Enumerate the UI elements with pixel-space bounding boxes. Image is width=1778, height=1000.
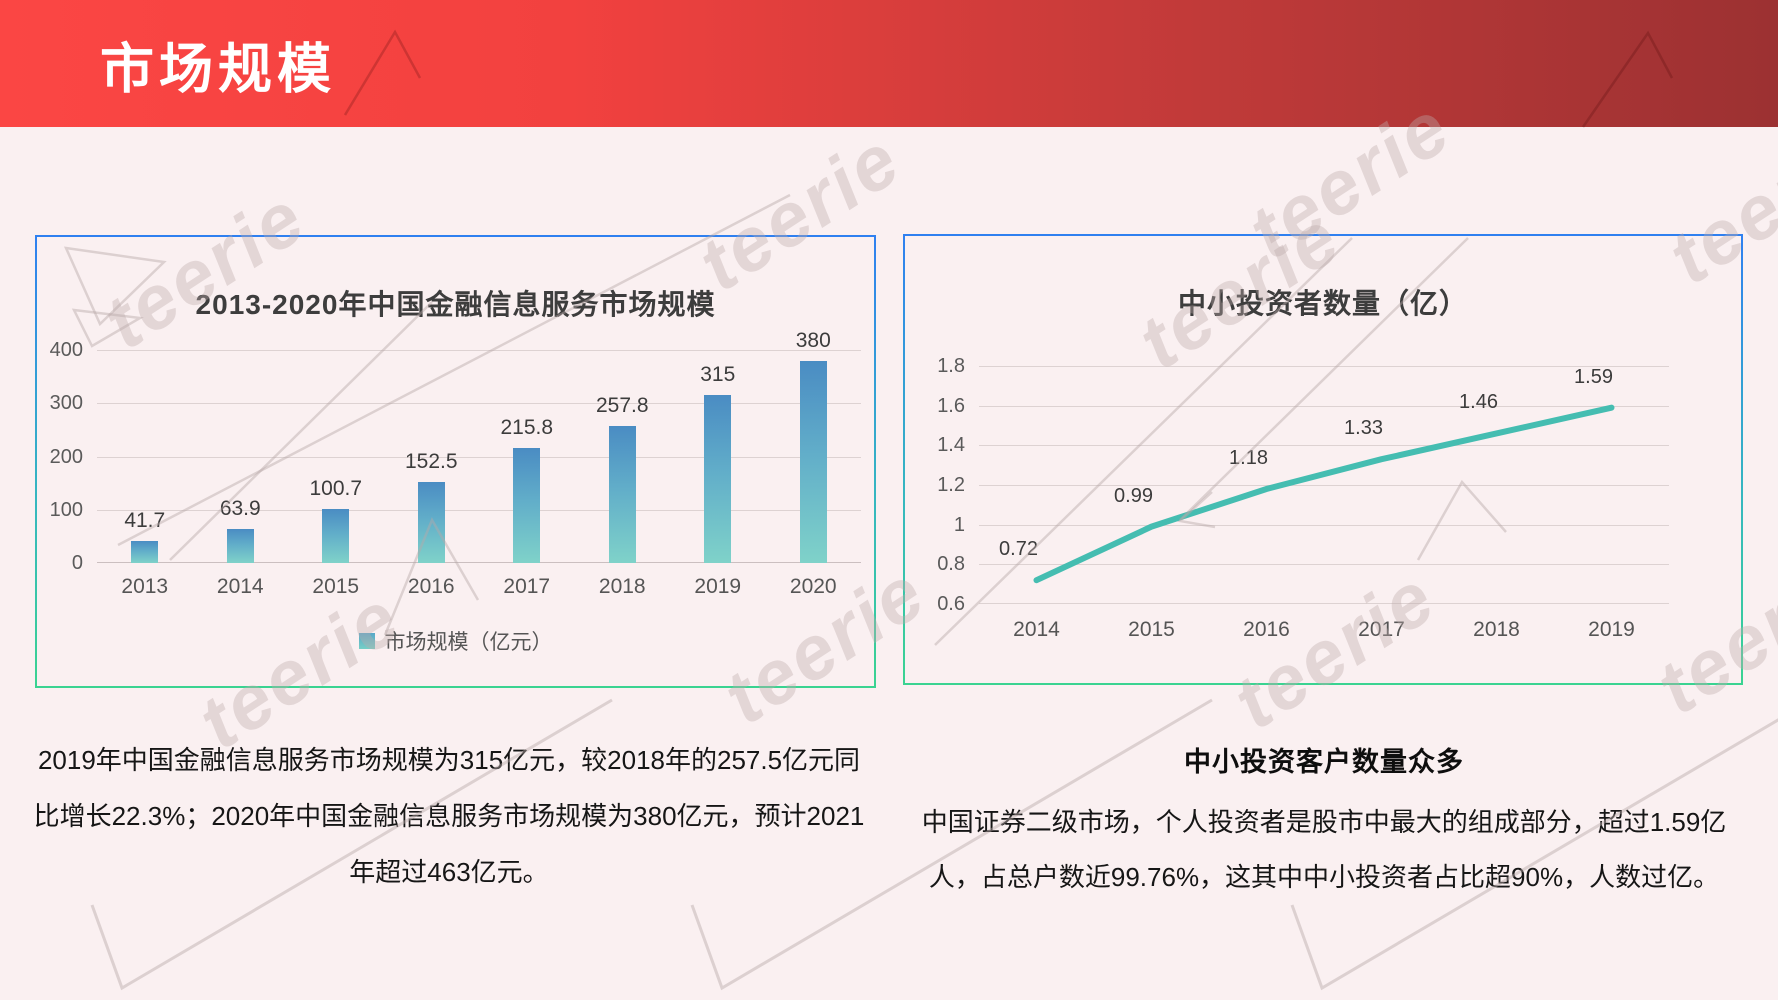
market-size-paragraph: 2019年中国金融信息服务市场规模为315亿元，较2018年的257.5亿元同比… <box>33 745 865 887</box>
gridline <box>97 509 861 511</box>
x-axis-label: 2014 <box>1013 618 1060 641</box>
x-axis-label: 2014 <box>216 575 264 598</box>
x-axis-label: 2018 <box>598 575 646 598</box>
y-axis-label: 1.4 <box>937 434 965 457</box>
investors-paragraph: 中国证券二级市场，个人投资者是股市中最大的组成部分，超过1.59亿人，占总户数近… <box>921 807 1727 892</box>
x-axis-label: 2016 <box>407 575 455 598</box>
bar <box>131 540 159 563</box>
bar <box>322 509 350 563</box>
gridline <box>97 456 861 458</box>
gridline <box>97 350 861 351</box>
bar-chart: 0 100 200 300 400 41.7 2013 63.9 2014 100.7 2015 15… <box>50 329 861 598</box>
gridline <box>979 405 1669 407</box>
point-value-label: 1.18 <box>1229 446 1268 469</box>
legend-marker-icon <box>358 633 375 649</box>
chart-legend: 市场规模（亿元） <box>37 626 874 656</box>
point-value-label: 1.46 <box>1459 391 1498 414</box>
gridline <box>979 366 1669 367</box>
y-axis-label: 200 <box>49 445 83 468</box>
market-size-chart-panel: 2013-2020年中国金融信息服务市场规模 0 100 200 300 400 41.7… <box>35 235 876 688</box>
y-axis-label: 1 <box>953 513 965 536</box>
bar <box>608 425 636 563</box>
y-axis-label: 1.2 <box>937 474 965 496</box>
legend-label: 市场规模（亿元） <box>384 631 553 654</box>
point-value-label: 0.99 <box>1114 484 1153 507</box>
x-axis-label: 2017 <box>503 575 551 598</box>
gridline <box>979 485 1669 486</box>
gridline <box>979 564 1669 566</box>
bar <box>799 360 827 563</box>
bar-value-label: 152.5 <box>404 449 458 473</box>
bar-value-label: 315 <box>700 363 736 387</box>
x-axis-label: 2018 <box>1473 618 1520 641</box>
point-value-label: 1.59 <box>1574 365 1613 388</box>
x-axis-label: 2016 <box>1243 618 1290 641</box>
bar-chart-title: 2013-2020年中国金融信息服务市场规模 <box>195 289 716 320</box>
page-title: 市场规模 <box>100 39 336 99</box>
x-axis-label: 2015 <box>312 575 360 598</box>
y-axis-label: 0.8 <box>937 553 965 576</box>
gridline <box>97 403 861 405</box>
x-axis-label: 2013 <box>121 575 169 598</box>
bar <box>417 481 445 563</box>
bar <box>704 395 732 563</box>
y-axis-label: 0.6 <box>937 593 965 615</box>
bar-value-label: 215.8 <box>500 416 554 440</box>
y-axis-label: 1.8 <box>937 355 965 377</box>
point-value-label: 0.72 <box>999 538 1038 561</box>
x-axis-label: 2017 <box>1358 618 1405 641</box>
y-axis-label: 0 <box>71 552 83 574</box>
investors-textblock: 中小投资客户数量众多 中国证券二级市场，个人投资者是股市中最大的组成部分，超过1… <box>900 740 1748 904</box>
trend-line <box>1033 404 1615 584</box>
y-axis-label: 300 <box>49 392 83 415</box>
bar-value-label: 63.9 <box>219 496 261 520</box>
bar-value-label: 257.8 <box>595 393 649 417</box>
y-axis-label: 1.6 <box>937 394 965 417</box>
x-axis-label: 2019 <box>694 575 742 598</box>
bar-value-label: 100.7 <box>309 477 363 501</box>
investors-chart-panel: 中小投资者数量（亿） 0.6 0.8 1 1.2 1.4 1.6 1.8 0.72 2014 0.… <box>903 234 1743 685</box>
y-axis-label: 400 <box>49 339 83 361</box>
gridline <box>979 445 1669 447</box>
x-axis-label: 2019 <box>1588 618 1635 641</box>
y-axis-label: 100 <box>49 498 83 521</box>
bar <box>513 448 541 563</box>
gridline <box>979 524 1669 526</box>
gridline <box>97 562 861 563</box>
bar <box>226 528 254 563</box>
line-chart-title: 中小投资者数量（亿） <box>1177 288 1468 319</box>
gridline <box>979 603 1669 604</box>
x-axis-label: 2015 <box>1128 618 1175 641</box>
x-axis-label: 2020 <box>789 575 837 598</box>
point-value-label: 1.33 <box>1344 417 1383 440</box>
line-chart: 0.6 0.8 1 1.2 1.4 1.6 1.8 0.72 2014 0.99 2015 1.18 2… <box>937 355 1669 641</box>
bar-value-label: 380 <box>795 328 831 352</box>
bar-value-label: 41.7 <box>124 508 166 532</box>
header-banner: 市场规模 <box>0 0 1778 127</box>
investors-heading: 中小投资客户数量众多 <box>1184 747 1464 777</box>
